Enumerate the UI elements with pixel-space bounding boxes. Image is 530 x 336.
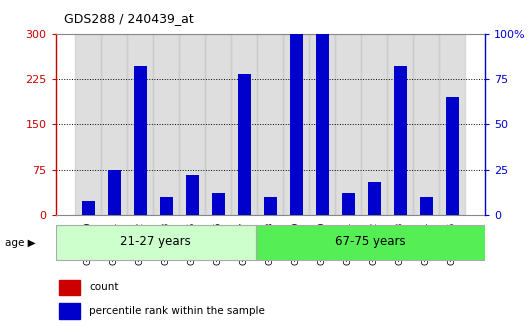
- Bar: [238, 155, 251, 215]
- Bar: [82, 206, 95, 215]
- Bar: [264, 197, 277, 215]
- Bar: [179, 34, 205, 215]
- Bar: [368, 185, 381, 215]
- Bar: [335, 34, 361, 215]
- Bar: [310, 34, 335, 215]
- Bar: [394, 66, 407, 215]
- Bar: [101, 34, 127, 215]
- Bar: [59, 280, 80, 295]
- Bar: [387, 34, 413, 215]
- Bar: [82, 201, 95, 215]
- Bar: [446, 97, 459, 215]
- Bar: [290, 109, 303, 215]
- Bar: [361, 34, 387, 215]
- Bar: [134, 66, 147, 215]
- Bar: [153, 34, 179, 215]
- Bar: [186, 175, 199, 215]
- Bar: [439, 34, 465, 215]
- Bar: [257, 34, 284, 215]
- Bar: [75, 34, 101, 215]
- Bar: [264, 200, 277, 215]
- Bar: [134, 142, 147, 215]
- Bar: [108, 170, 121, 215]
- Bar: [368, 182, 381, 215]
- Bar: [186, 179, 199, 215]
- FancyBboxPatch shape: [256, 225, 485, 260]
- Bar: [212, 193, 225, 215]
- Bar: [394, 124, 407, 215]
- Bar: [284, 34, 310, 215]
- Text: GDS288 / 240439_at: GDS288 / 240439_at: [64, 12, 193, 25]
- Bar: [160, 200, 173, 215]
- Bar: [446, 168, 459, 215]
- Text: count: count: [89, 282, 119, 292]
- Bar: [160, 197, 173, 215]
- Bar: [238, 74, 251, 215]
- Text: age ▶: age ▶: [5, 238, 36, 248]
- Bar: [413, 34, 439, 215]
- Bar: [59, 303, 80, 319]
- Bar: [212, 200, 225, 215]
- Text: 67-75 years: 67-75 years: [335, 236, 406, 249]
- Bar: [420, 198, 433, 215]
- Text: percentile rank within the sample: percentile rank within the sample: [89, 306, 265, 316]
- Bar: [420, 197, 433, 215]
- Bar: [342, 193, 355, 215]
- Bar: [127, 34, 153, 215]
- Bar: [316, 0, 329, 215]
- Bar: [290, 6, 303, 215]
- Bar: [316, 58, 329, 215]
- FancyBboxPatch shape: [56, 225, 256, 260]
- Text: 21-27 years: 21-27 years: [120, 236, 191, 249]
- Bar: [108, 179, 121, 215]
- Bar: [231, 34, 257, 215]
- Bar: [342, 200, 355, 215]
- Bar: [205, 34, 231, 215]
